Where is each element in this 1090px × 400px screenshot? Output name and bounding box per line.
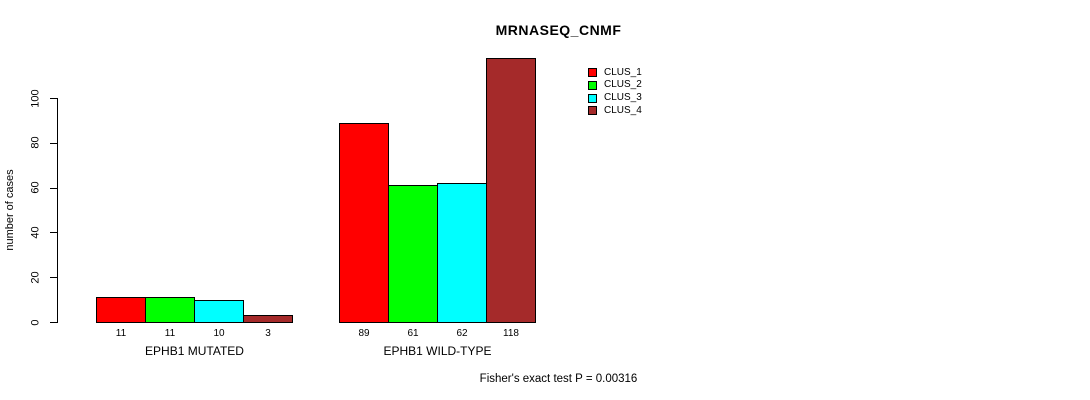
- bar-value-label: 11: [164, 328, 176, 339]
- y-axis-tick: [50, 277, 57, 279]
- legend-label-clus_3: CLUS_3: [604, 92, 642, 104]
- annotation-fisher-test: Fisher's exact test P = 0.00316: [479, 373, 638, 385]
- chart-title: MRNASEQ_CNMF: [495, 22, 622, 38]
- legend-swatch-clus_3: [588, 93, 597, 103]
- x-axis-group-label: EPHB1 WILD-TYPE: [383, 344, 492, 358]
- legend-label-clus_2: CLUS_2: [604, 79, 642, 91]
- y-axis-tick-label: 60: [29, 181, 42, 194]
- bar-value-label: 89: [358, 328, 370, 339]
- legend-swatch-clus_4: [588, 106, 597, 116]
- y-axis-tick: [50, 232, 57, 234]
- y-axis-tick-label: 100: [29, 88, 42, 108]
- y-axis-tick-label: 80: [29, 136, 42, 149]
- bar-clus_3: [437, 183, 487, 323]
- y-axis-tick: [50, 142, 57, 144]
- y-axis-label: number of cases: [4, 169, 16, 251]
- bar-value-label: 3: [265, 328, 271, 339]
- x-axis-group-label: EPHB1 MUTATED: [145, 344, 244, 358]
- y-axis-tick: [50, 98, 57, 99]
- bar-clus_1: [339, 123, 389, 323]
- y-axis-tick-label: 40: [29, 226, 42, 239]
- y-axis-tick: [50, 322, 57, 323]
- legend-swatch-clus_2: [588, 80, 597, 90]
- y-axis-tick: [50, 187, 57, 189]
- bar-value-label: 61: [407, 328, 419, 339]
- bar-value-label: 62: [456, 328, 468, 339]
- y-axis-tick-label: 0: [29, 318, 42, 326]
- y-axis-tick-label: 20: [29, 271, 42, 284]
- bar-clus_2: [388, 185, 438, 323]
- bar-clus_4: [243, 315, 293, 323]
- bar-value-label: 10: [213, 328, 225, 339]
- bar-clus_4: [486, 58, 536, 323]
- bar-clus_3: [194, 300, 244, 323]
- bar-clus_1: [96, 297, 146, 323]
- legend-label-clus_1: CLUS_1: [604, 66, 642, 78]
- legend-swatch-clus_1: [588, 68, 597, 77]
- bar-value-label: 118: [503, 328, 519, 339]
- bar-value-label: 11: [115, 328, 127, 339]
- y-axis-line: [57, 98, 58, 323]
- legend-label-clus_4: CLUS_4: [604, 104, 642, 116]
- bar-clus_2: [145, 297, 195, 323]
